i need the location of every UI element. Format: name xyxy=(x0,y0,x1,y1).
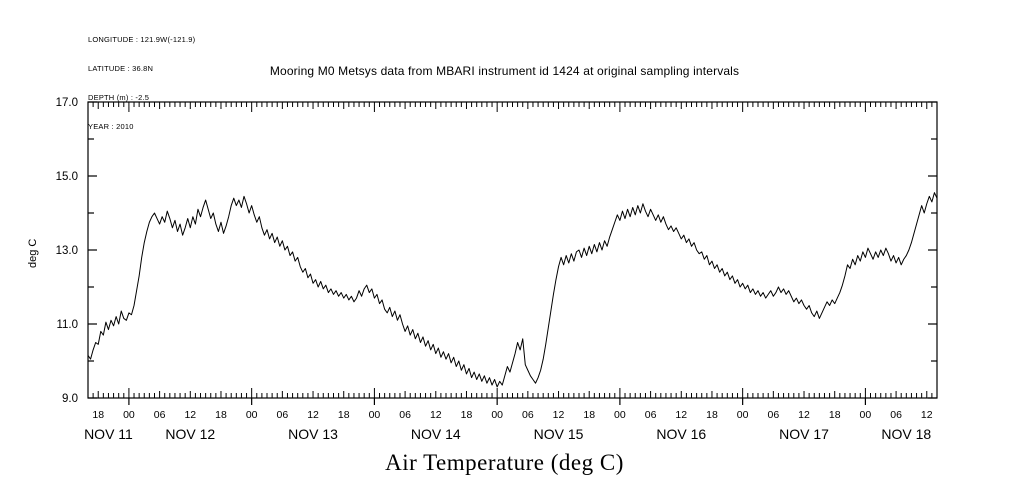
x-day-label: NOV 15 xyxy=(534,426,584,442)
x-day-label: NOV 14 xyxy=(411,426,461,442)
x-hour-label: 12 xyxy=(798,409,810,421)
x-hour-label: 06 xyxy=(154,409,166,421)
x-day-label: NOV 17 xyxy=(779,426,829,442)
depth-line: DEPTH (m) : -2.5 xyxy=(88,92,150,102)
data-line-air-temperature xyxy=(87,192,938,388)
x-hour-label: 06 xyxy=(767,409,779,421)
x-hour-label: 12 xyxy=(921,409,933,421)
x-hour-label: 06 xyxy=(522,409,534,421)
x-axis-title: Air Temperature (deg C) xyxy=(385,450,624,475)
x-day-label: NOV 11 xyxy=(84,426,133,442)
x-day-label: NOV 16 xyxy=(656,426,706,442)
x-hour-label: 18 xyxy=(829,409,841,421)
x-hour-label: 12 xyxy=(430,409,442,421)
x-hour-label: 06 xyxy=(277,409,289,421)
year-line: YEAR : 2010 xyxy=(88,121,134,131)
x-hour-label: 18 xyxy=(92,409,104,421)
x-hour-label: 18 xyxy=(338,409,350,421)
x-hour-label: 12 xyxy=(307,409,319,421)
x-hour-label: 12 xyxy=(553,409,565,421)
x-day-label: NOV 12 xyxy=(165,426,215,442)
x-hour-label: 00 xyxy=(123,409,135,421)
x-hour-label: 00 xyxy=(737,409,749,421)
y-axis-title: deg C xyxy=(27,239,39,268)
y-tick-label: 13.0 xyxy=(56,245,78,257)
x-hour-label: 18 xyxy=(461,409,473,421)
y-tick-label: 9.0 xyxy=(62,393,78,405)
x-hour-label: 12 xyxy=(184,409,196,421)
x-hour-label: 00 xyxy=(491,409,503,421)
y-tick-label: 11.0 xyxy=(56,319,78,331)
x-hour-label: 12 xyxy=(675,409,687,421)
x-hour-label: 00 xyxy=(369,409,381,421)
chart-title: Mooring M0 Metsys data from MBARI instru… xyxy=(269,64,740,78)
x-hour-label: 00 xyxy=(614,409,626,421)
x-day-label: NOV 18 xyxy=(881,426,931,442)
y-tick-label: 15.0 xyxy=(56,171,78,183)
x-hour-label: 18 xyxy=(706,409,718,421)
x-day-label: NOV 13 xyxy=(288,426,338,442)
x-hour-label: 06 xyxy=(890,409,902,421)
x-hour-label: 18 xyxy=(583,409,595,421)
x-hour-label: 00 xyxy=(860,409,872,421)
x-hour-label: 06 xyxy=(645,409,657,421)
x-hour-label: 06 xyxy=(399,409,411,421)
x-hour-label: 18 xyxy=(215,409,227,421)
station-metadata: LONGITUDE : 121.9W(-121.9) LATITUDE : 36… xyxy=(88,16,195,141)
y-tick-label: 17.0 xyxy=(56,97,78,109)
x-hour-label: 00 xyxy=(246,409,258,421)
longitude-line: LONGITUDE : 121.9W(-121.9) xyxy=(88,35,196,45)
latitude-line: LATITUDE : 36.8N xyxy=(88,63,154,73)
plot-frame xyxy=(87,101,938,399)
